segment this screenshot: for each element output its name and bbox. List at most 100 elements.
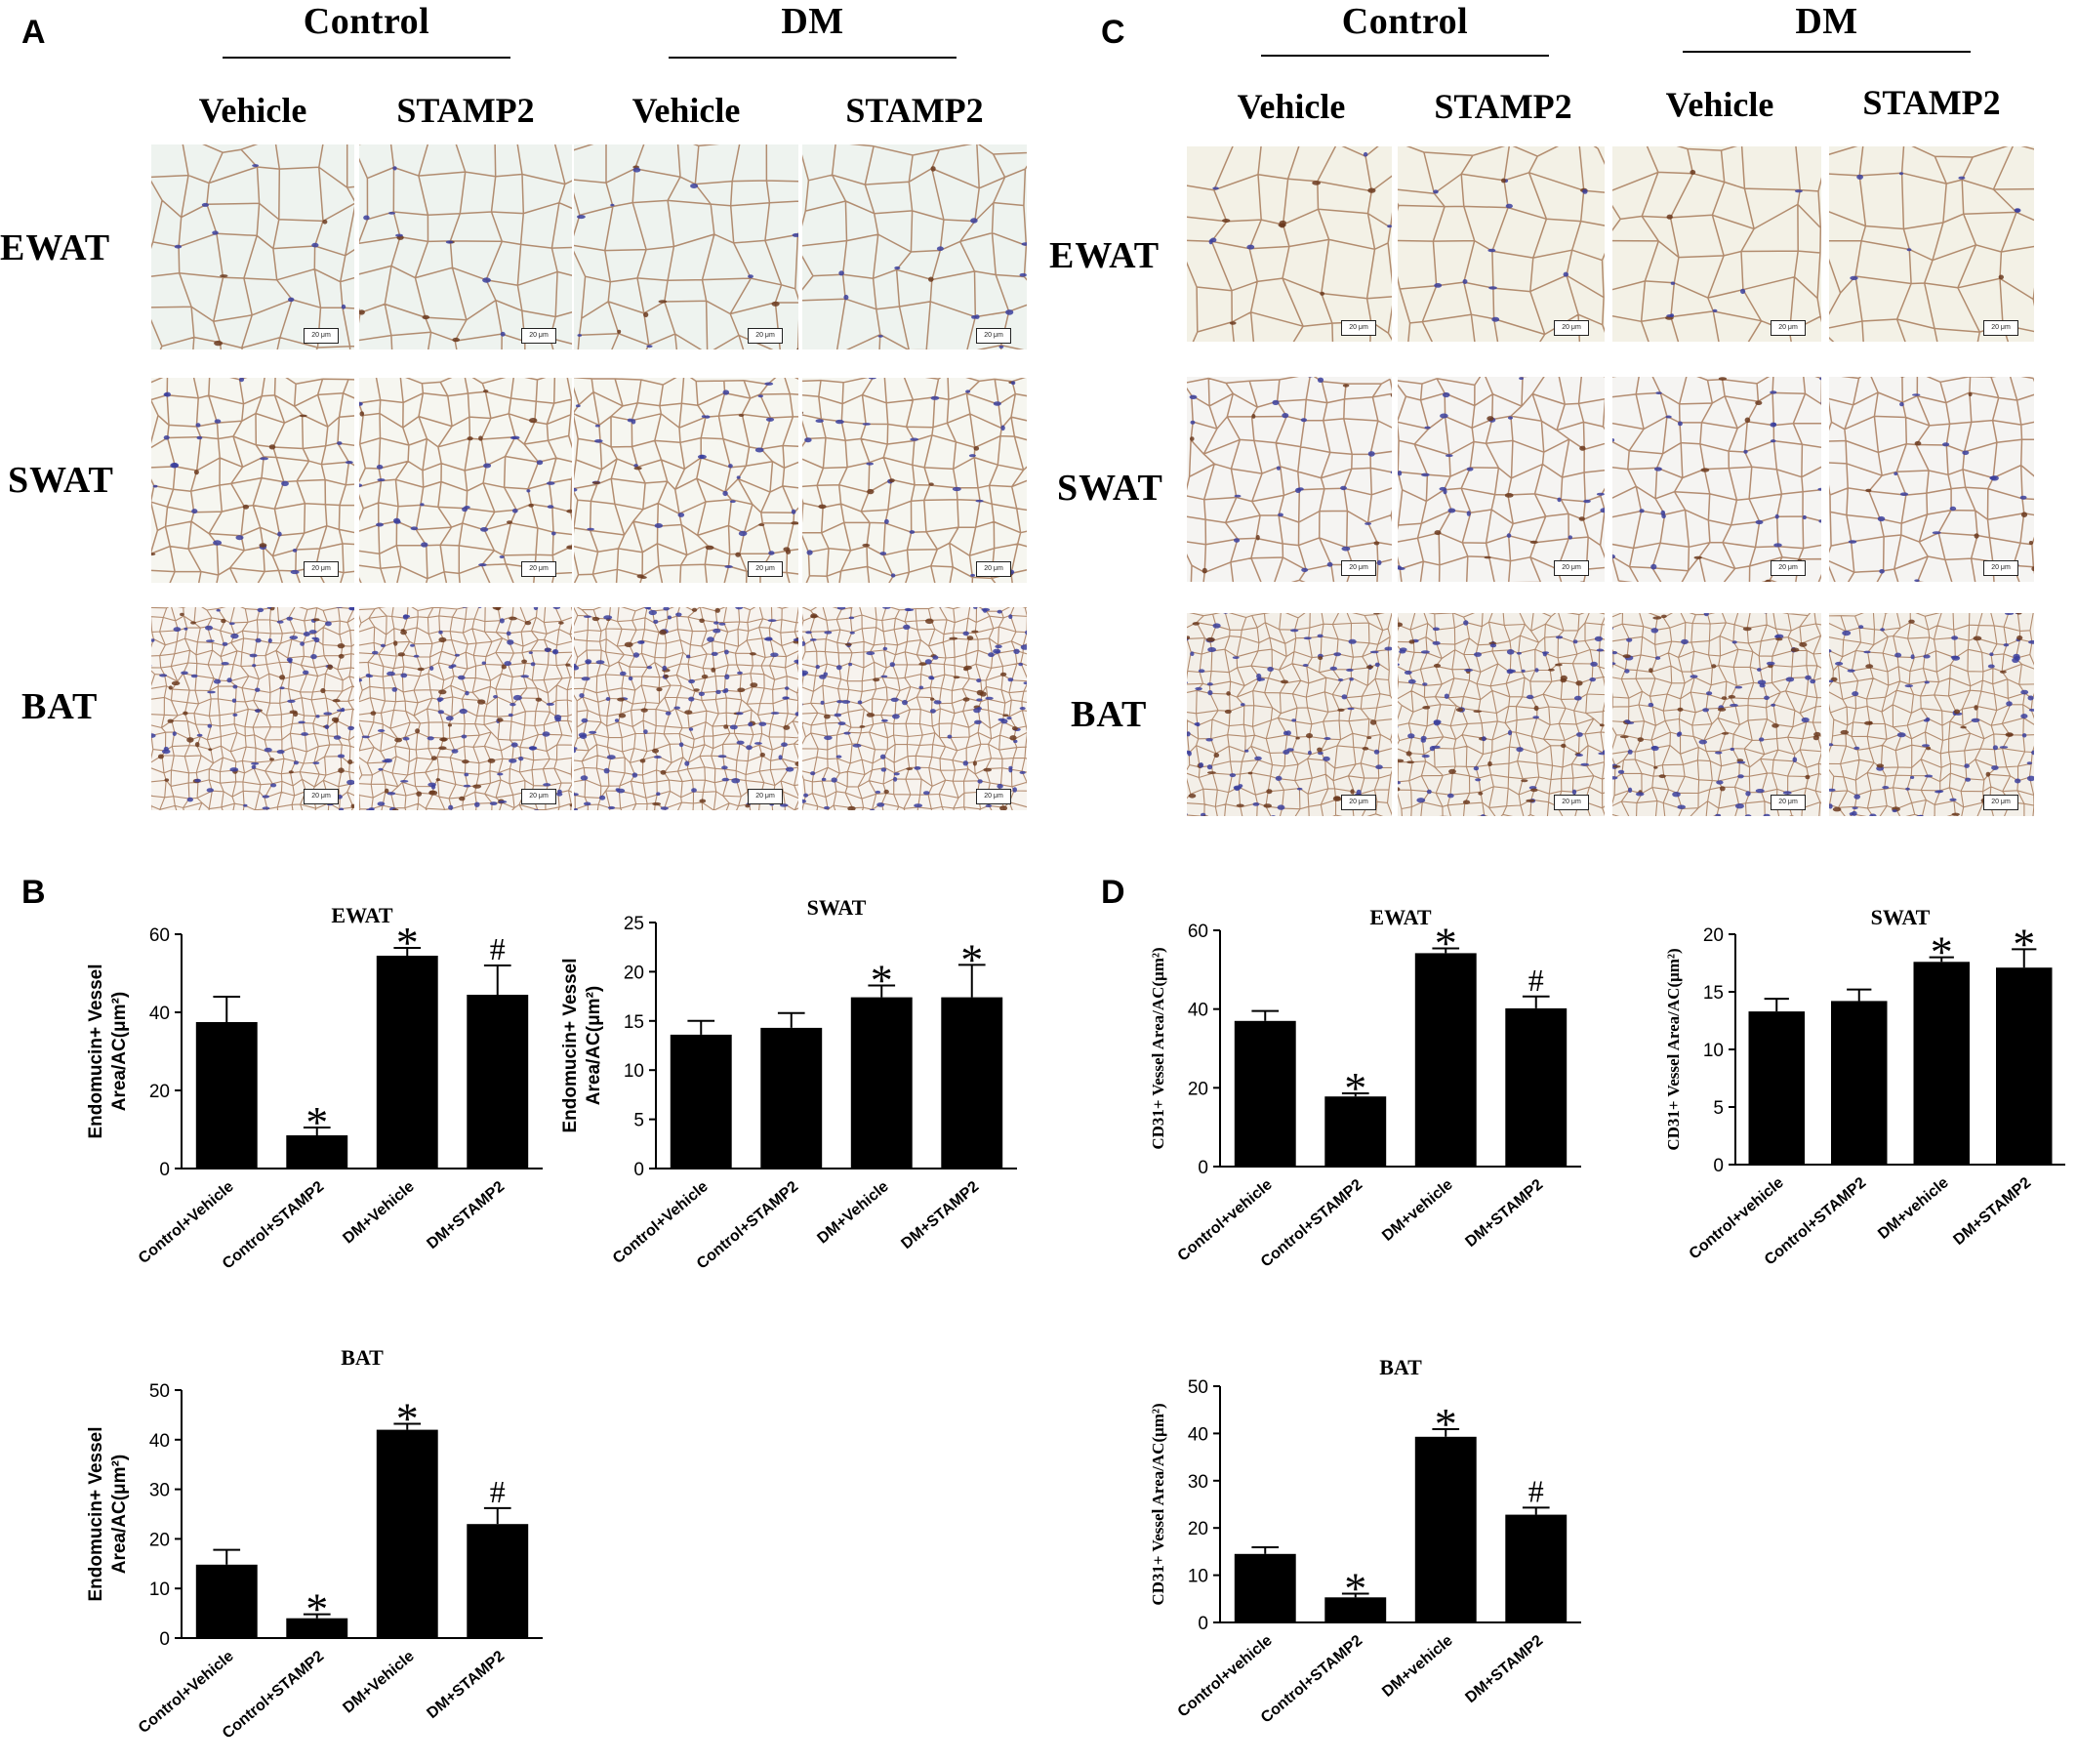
bar [1235,1554,1296,1622]
panel-a-micrograph-ewat-1: 20 μm [151,144,354,349]
panel-a-micrograph-ewat-3: 20 μm [574,144,798,349]
y-tick-label: 20 [1188,1079,1208,1099]
bar [467,995,528,1169]
panel-c-micrograph-swat-2: 20 μm [1398,377,1605,582]
bar [1415,953,1477,1167]
x-tick-label: DM+STAMP2 [898,1178,982,1252]
panel-a-row-bat: BAT [21,685,98,728]
x-tick-label: Control+Vehicle [610,1178,712,1267]
y-tick-label: 20 [624,963,644,983]
scale-bar: 20 μm [1983,795,2018,810]
scale-bar: 20 μm [1771,795,1806,810]
chart-title: SWAT [1871,905,1931,929]
significance-star: * [1344,1563,1366,1613]
x-tick-label: Control+STAMP2 [220,1648,328,1743]
significance-star: * [305,1097,328,1147]
bar [196,1022,258,1169]
panel-a-micrograph-ewat-2: 20 μm [359,144,572,349]
significance-star: * [1435,1399,1457,1449]
significance-star: * [1931,927,1953,977]
y-tick-label: 0 [159,1160,170,1180]
panel-a-micrograph-ewat-4: 20 μm [802,144,1027,349]
chart-title: BAT [1379,1355,1422,1379]
scale-bar: 20 μm [1341,795,1376,810]
bar [671,1035,732,1169]
panel-a-col-1: Vehicle [151,90,354,131]
bar [377,1430,438,1638]
panel-a-row-swat: SWAT [8,459,114,502]
panel-c-row-ewat: EWAT [1049,234,1160,277]
scale-bar: 20 μm [976,789,1011,804]
panel-c-col-1: Vehicle [1187,86,1396,127]
bar [1749,1011,1806,1165]
scale-bar: 20 μm [976,561,1011,577]
panel-c-micrograph-ewat-1: 20 μm [1187,146,1392,342]
scale-bar: 20 μm [521,561,556,577]
bar [1505,1515,1567,1622]
x-tick-label: DM+vehicle [1379,1176,1456,1245]
scale-bar: 20 μm [1554,560,1589,576]
y-tick-label: 20 [149,1530,170,1550]
panel-letter-a: A [21,14,46,52]
scale-bar: 20 μm [521,789,556,804]
scale-bar: 20 μm [304,561,339,577]
bar [1235,1021,1296,1167]
x-tick-label: DM+STAMP2 [424,1178,508,1252]
panel-a-group-control: Control [223,0,510,43]
y-tick-label: 10 [1188,1567,1208,1587]
x-tick-label: Control+Vehicle [136,1648,237,1737]
panel-a-micrograph-swat-3: 20 μm [574,378,798,583]
scale-bar: 20 μm [304,789,339,804]
y-tick-label: 20 [1703,925,1724,946]
y-axis-label: CD31+ Vessel Area/AC(μm²) [1149,1403,1167,1605]
y-tick-label: 40 [149,1004,170,1024]
panel-c-group-dm: DM [1683,0,1971,43]
x-tick-label: Control+STAMP2 [1258,1632,1366,1727]
y-tick-label: 30 [149,1481,170,1501]
y-tick-label: 60 [149,925,170,946]
scale-bar: 20 μm [748,789,783,804]
y-axis-label: Area/AC(μm²) [584,986,604,1105]
significance-star: * [396,1394,419,1444]
panel-a-row-ewat: EWAT [0,226,110,269]
significance-hash: # [1528,1473,1544,1508]
panel-a-micrograph-swat-4: 20 μm [802,378,1027,583]
panel-c-micrograph-ewat-2: 20 μm [1398,146,1605,342]
scale-bar: 20 μm [1554,795,1589,810]
panel-a-micrograph-bat-1: 20 μm [151,607,354,810]
y-tick-label: 20 [149,1082,170,1102]
panel-letter-c: C [1101,14,1125,52]
significance-star: * [396,918,419,967]
panel-c-row-swat: SWAT [1057,467,1163,510]
significance-hash: # [1528,963,1544,998]
panel-a-control-underline [223,57,510,59]
scale-bar: 20 μm [1341,320,1376,336]
x-tick-label: Control+STAMP2 [1258,1176,1366,1271]
y-tick-label: 60 [1188,922,1208,942]
y-tick-label: 10 [624,1061,644,1082]
y-tick-label: 25 [624,914,644,934]
chart-title: EWAT [331,903,392,927]
panel-c-micrograph-bat-4: 20 μm [1829,613,2034,816]
x-tick-label: DM+STAMP2 [1462,1632,1546,1706]
y-tick-label: 50 [1188,1377,1208,1398]
scale-bar: 20 μm [1771,560,1806,576]
scale-bar: 20 μm [1771,320,1806,336]
panel-c-row-bat: BAT [1071,693,1147,736]
bar [196,1565,258,1638]
y-tick-label: 10 [1703,1041,1724,1061]
bar [467,1524,528,1638]
x-tick-label: Control+STAMP2 [694,1178,802,1273]
panel-c-micrograph-ewat-3: 20 μm [1612,146,1821,342]
panel-a-micrograph-bat-3: 20 μm [574,607,798,810]
y-axis-label: Area/AC(μm²) [109,992,130,1111]
y-axis-label: CD31+ Vessel Area/AC(μm²) [1664,948,1683,1150]
panel-c-col-2: STAMP2 [1398,86,1609,127]
y-tick-label: 0 [633,1160,644,1180]
y-tick-label: 30 [1188,1472,1208,1493]
scale-bar: 20 μm [748,328,783,344]
